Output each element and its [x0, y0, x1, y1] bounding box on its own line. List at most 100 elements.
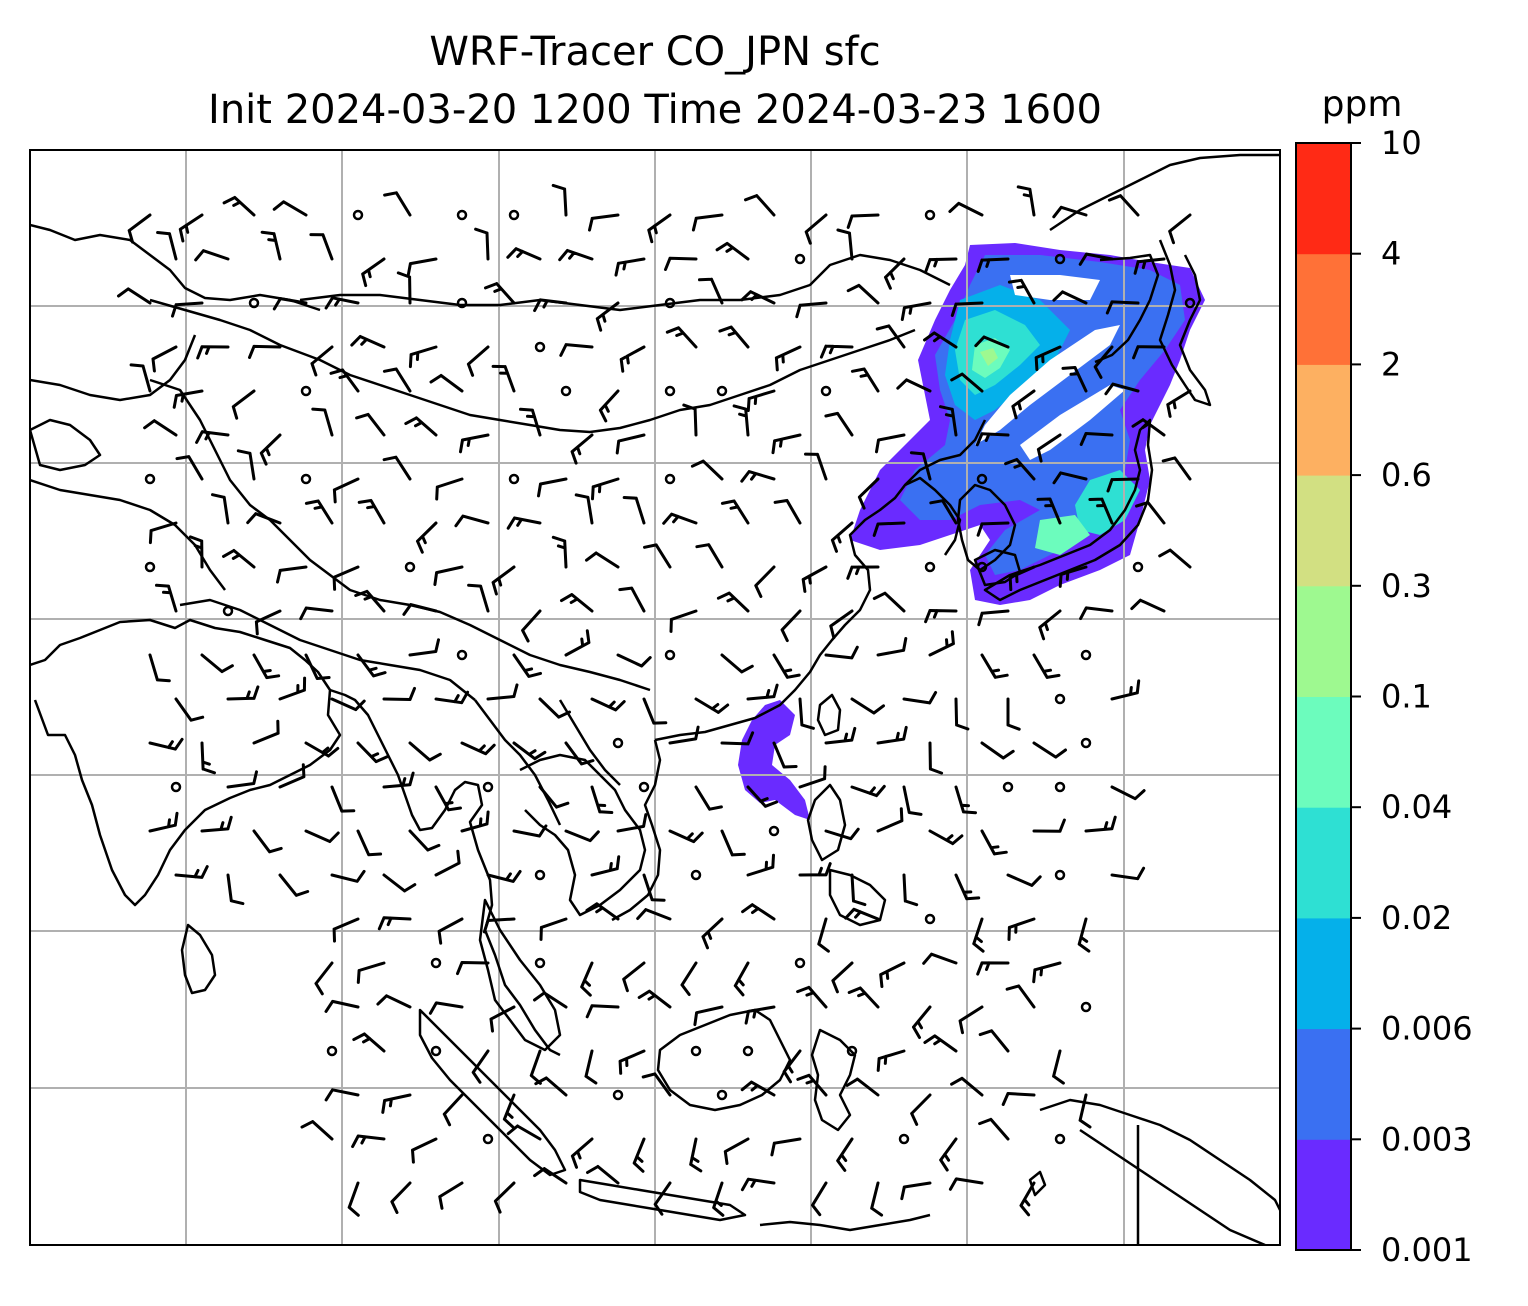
gridlines	[30, 150, 1280, 1245]
wind-barb	[928, 630, 955, 657]
wind-barb	[939, 405, 958, 437]
wind-barb	[1032, 653, 1061, 679]
wind-barb	[534, 1076, 568, 1097]
wind-barb	[491, 565, 516, 596]
wind-barb	[538, 785, 570, 809]
wind-barb	[754, 565, 776, 598]
wind-barb	[844, 907, 880, 921]
calm-marker	[326, 1045, 338, 1057]
plume-south-china-sea	[738, 700, 810, 820]
wind-barb	[824, 827, 860, 841]
wind-barb	[174, 697, 205, 722]
colorbar-tick-label: 0.003	[1381, 1120, 1473, 1158]
wind-barb	[489, 1005, 516, 1033]
wind-barb	[740, 470, 776, 483]
wind-barb	[1079, 606, 1114, 621]
map-frame	[29, 149, 1281, 1246]
wind-barb	[174, 865, 209, 879]
wind-barb	[311, 407, 334, 437]
wind-barb	[493, 1181, 516, 1214]
wind-barb	[622, 961, 646, 993]
wind-barb	[236, 449, 256, 481]
wind-barb	[641, 1072, 672, 1097]
wind-barb	[847, 986, 880, 1009]
colorbar-swatch	[1296, 807, 1351, 919]
wind-barb	[720, 829, 746, 857]
calm-marker	[976, 473, 988, 485]
wind-barb	[564, 829, 600, 843]
wind-barb	[332, 565, 360, 591]
wind-barb	[1078, 1093, 1092, 1129]
philippines-south	[828, 868, 887, 927]
wind-barb	[382, 873, 417, 893]
wind-barb	[408, 829, 441, 852]
wind-barb	[928, 829, 964, 846]
india-coast	[30, 618, 342, 907]
colorbar: 0.001 0.003 0.006 0.02 0.04 0.1 0.3 0.6 2 4 10 ppm	[1295, 84, 1473, 1269]
wind-barb	[975, 432, 1010, 447]
wind-barb	[772, 653, 801, 679]
kamchatka-region	[1094, 253, 1160, 364]
wind-barb	[1110, 866, 1146, 881]
wind-barb	[1166, 389, 1192, 418]
wind-barb	[715, 241, 750, 261]
wind-barb	[958, 1005, 984, 1035]
wind-barb	[355, 412, 386, 437]
calm-marker	[664, 297, 676, 309]
wind-barb	[200, 653, 234, 674]
wind-barb	[433, 565, 464, 586]
wind-barb	[1078, 252, 1114, 266]
taiwan-coast	[816, 693, 842, 737]
wind-barb	[669, 609, 698, 633]
wind-barb	[222, 549, 256, 569]
calm-marker	[794, 253, 806, 265]
wind-barb	[588, 213, 620, 232]
wind-barb	[720, 731, 755, 746]
wind-barb	[459, 433, 490, 454]
wind-barb	[845, 1077, 880, 1097]
wind-barb	[928, 741, 944, 775]
wind-barb	[539, 917, 568, 941]
wind-barb	[824, 645, 859, 660]
colorbar-tick-label: 4	[1381, 235, 1401, 273]
wind-barb	[586, 1165, 620, 1185]
wind-barb	[1038, 609, 1062, 641]
wind-barb	[1084, 815, 1117, 833]
wind-barb	[356, 829, 383, 857]
wind-barb	[278, 873, 310, 897]
wind-barb	[276, 565, 308, 584]
wind-barb	[435, 477, 464, 501]
calm-marker	[638, 781, 650, 793]
calm-marker	[430, 957, 442, 969]
caspian-region	[30, 418, 102, 472]
colorbar-tick-label: 0.04	[1381, 788, 1452, 826]
wind-barb	[1088, 497, 1114, 525]
wind-barb	[408, 345, 438, 369]
calm-marker	[144, 561, 156, 573]
wind-barb	[580, 961, 594, 997]
wind-barb	[324, 999, 360, 1013]
calm-marker	[248, 297, 260, 309]
plume-gap-3	[1010, 275, 1100, 300]
colorbar-tick-label: 0.3	[1381, 567, 1432, 605]
wind-barb	[381, 1093, 412, 1114]
wind-barb	[585, 902, 620, 921]
colorbar-ticks: 0.001 0.003 0.006 0.02 0.04 0.1 0.3 0.6 2 4 10	[1351, 124, 1473, 1269]
wind-barb	[570, 433, 594, 465]
wind-barb	[591, 477, 620, 501]
border-laos-thai	[558, 699, 621, 786]
wind-barb	[1052, 205, 1088, 219]
colorbar-swatch	[1296, 696, 1351, 808]
wind-barb	[1011, 389, 1036, 420]
wind-barb	[801, 565, 828, 593]
calm-marker	[612, 737, 624, 749]
wind-barb	[780, 609, 802, 643]
wind-barb	[467, 583, 490, 613]
wind-barb	[746, 785, 779, 808]
wind-barb	[310, 345, 334, 377]
wind-barb	[884, 257, 906, 290]
wind-barb	[909, 451, 932, 481]
wind-barb	[512, 653, 542, 678]
wind-barb	[408, 638, 440, 657]
wind-barb	[324, 1088, 360, 1102]
